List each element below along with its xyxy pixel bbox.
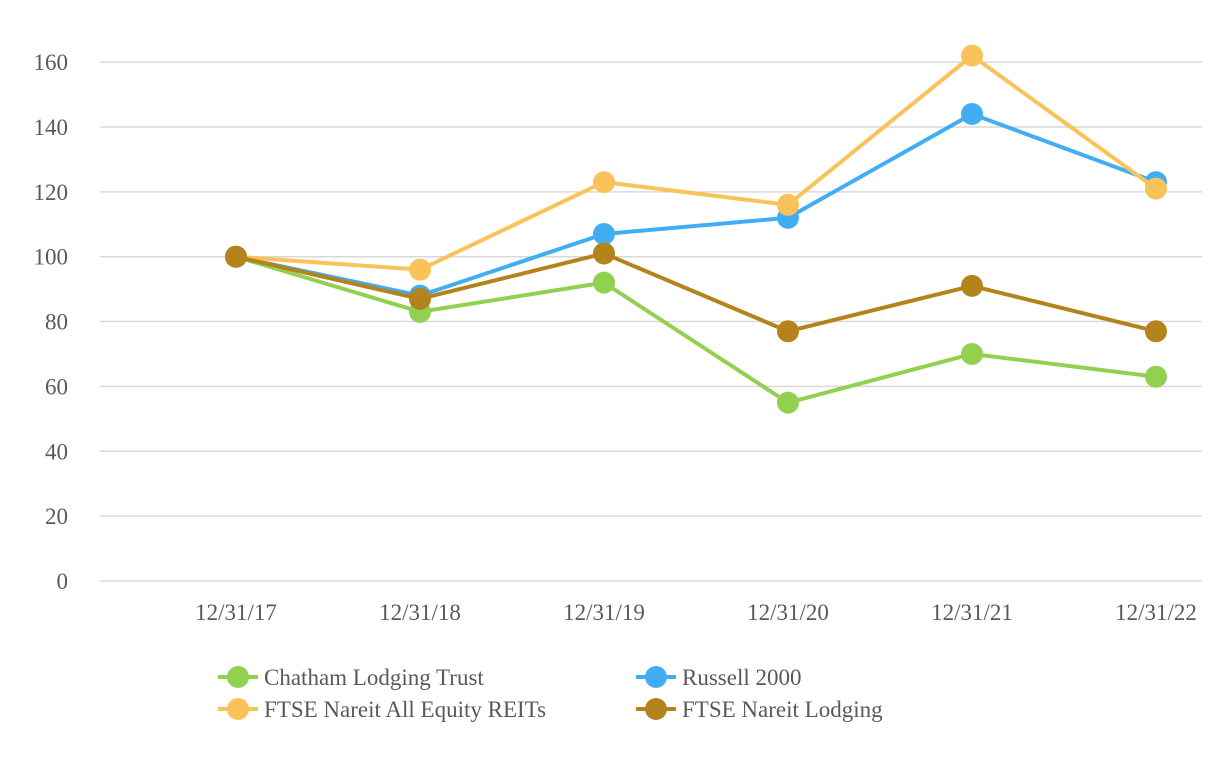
data-point	[961, 103, 983, 126]
series-line	[234, 53, 1158, 272]
legend-label: FTSE Nareit All Equity REITs	[264, 697, 546, 722]
series-ftse-nareit-lodging	[225, 242, 1167, 343]
data-point	[409, 258, 431, 281]
y-tick-label: 40	[45, 439, 68, 464]
data-point	[1145, 177, 1167, 200]
data-point	[1145, 365, 1167, 388]
x-tick-label: 12/31/17	[195, 600, 277, 625]
series-line	[234, 254, 1158, 405]
data-point	[961, 44, 983, 67]
legend-marker-swatch	[227, 666, 249, 688]
x-tick-label: 12/31/22	[1115, 600, 1197, 625]
series-lines	[225, 44, 1167, 414]
data-point	[777, 320, 799, 343]
data-point	[961, 274, 983, 297]
x-tick-label: 12/31/21	[931, 600, 1013, 625]
x-tick-label: 12/31/18	[379, 600, 461, 625]
data-point	[409, 287, 431, 310]
x-tick-label: 12/31/20	[747, 600, 829, 625]
data-point	[593, 271, 615, 294]
legend-label: FTSE Nareit Lodging	[682, 697, 883, 722]
legend-item: FTSE Nareit All Equity REITs	[218, 697, 546, 722]
legend-marker-swatch	[645, 698, 667, 720]
y-tick-label: 80	[45, 310, 68, 335]
data-point	[777, 193, 799, 216]
y-tick-label: 20	[45, 504, 68, 529]
legend-marker-swatch	[645, 666, 667, 688]
gridlines	[100, 61, 1202, 582]
legend-label: Chatham Lodging Trust	[264, 665, 484, 690]
legend-label: Russell 2000	[682, 665, 801, 690]
data-point	[593, 242, 615, 265]
y-tick-label: 60	[45, 374, 68, 399]
legend-item: Chatham Lodging Trust	[218, 665, 484, 690]
legend-item: FTSE Nareit Lodging	[636, 697, 883, 722]
y-tick-label: 140	[34, 115, 69, 140]
series-line	[234, 251, 1158, 334]
data-point	[225, 245, 247, 268]
data-point	[961, 342, 983, 365]
series-russell-2000	[225, 103, 1167, 307]
y-axis-ticks: 0 20 40 60 80 100 120 140 160	[34, 50, 69, 594]
legend-marker-swatch	[227, 698, 249, 720]
x-tick-label: 12/31/19	[563, 600, 645, 625]
series-ftse-nareit-all-equity-reits	[225, 44, 1167, 281]
y-tick-label: 100	[34, 245, 69, 270]
y-tick-label: 160	[34, 50, 69, 75]
y-tick-label: 0	[57, 569, 69, 594]
data-point	[593, 222, 615, 245]
data-point	[593, 171, 615, 194]
data-point	[777, 391, 799, 414]
legend: Chatham Lodging Trust Russell 2000 FTSE Na…	[218, 665, 883, 722]
data-point	[1145, 320, 1167, 343]
x-axis-ticks: 12/31/17 12/31/18 12/31/19 12/31/20 12/31/21…	[195, 600, 1197, 625]
series-chatham-lodging-trust	[225, 245, 1167, 414]
series-line	[234, 112, 1158, 298]
legend-item: Russell 2000	[636, 665, 801, 690]
y-tick-label: 120	[34, 180, 69, 205]
